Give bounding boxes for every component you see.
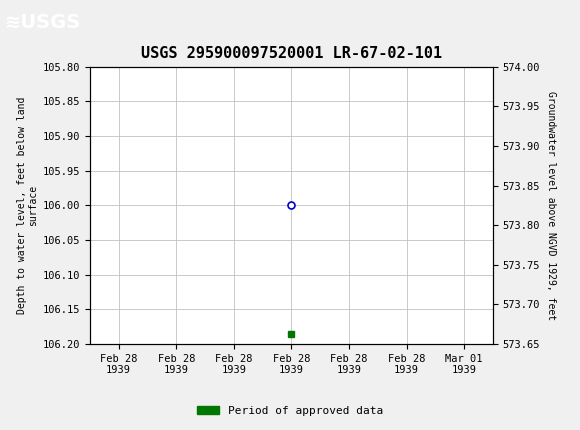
Legend: Period of approved data: Period of approved data <box>193 401 387 420</box>
Text: ≋USGS: ≋USGS <box>5 13 81 32</box>
Title: USGS 295900097520001 LR-67-02-101: USGS 295900097520001 LR-67-02-101 <box>141 46 442 61</box>
Y-axis label: Depth to water level, feet below land
surface: Depth to water level, feet below land su… <box>17 97 38 314</box>
Y-axis label: Groundwater level above NGVD 1929, feet: Groundwater level above NGVD 1929, feet <box>546 91 556 320</box>
